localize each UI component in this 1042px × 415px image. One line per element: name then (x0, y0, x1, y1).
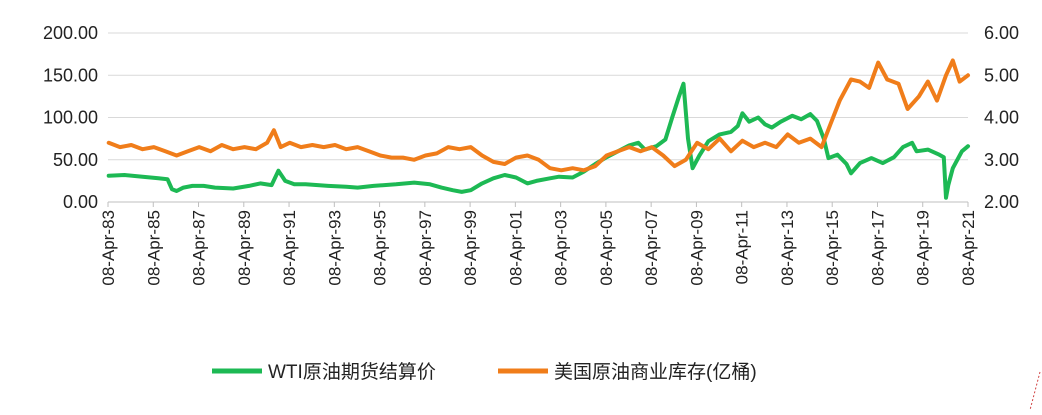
x-tick-label: 08-Apr-97 (416, 210, 435, 286)
y-left-tick-label: 150.00 (43, 65, 98, 85)
x-tick-label: 08-Apr-01 (506, 210, 525, 286)
series-line-wti (106, 81, 970, 200)
x-tick-label: 08-Apr-21 (959, 210, 978, 286)
y-right-tick-label: 6.00 (984, 23, 1019, 43)
decorative-dashed-mark (1029, 371, 1041, 411)
x-tick-label: 08-Apr-95 (371, 210, 390, 286)
x-tick-label: 08-Apr-83 (99, 210, 118, 286)
x-axis: 08-Apr-83 08-Apr-85 08-Apr-87 08-Apr-89 08-A… (99, 201, 978, 286)
series-line-inventory (106, 58, 970, 173)
legend: WTI原油期货结算价 美国原油商业库存(亿桶) (212, 361, 757, 383)
y-right-tick-label: 5.00 (984, 65, 1019, 85)
x-tick-label: 08-Apr-11 (733, 210, 752, 284)
x-tick-label: 08-Apr-03 (552, 210, 571, 286)
y-left-tick-label: 50.00 (53, 150, 98, 170)
y-left-tick-label: 100.00 (43, 108, 98, 128)
legend-label-wti: WTI原油期货结算价 (268, 361, 436, 383)
x-tick-label: 08-Apr-13 (778, 210, 797, 286)
x-tick-label: 08-Apr-89 (235, 210, 254, 286)
x-tick-label: 08-Apr-19 (914, 210, 933, 286)
x-tick-label: 08-Apr-87 (190, 210, 209, 286)
x-tick-label: 08-Apr-05 (597, 210, 616, 286)
x-tick-label: 08-Apr-09 (687, 210, 706, 286)
y-axis-right: 2.00 3.00 4.00 5.00 6.00 (984, 23, 1019, 212)
legend-label-inventory: 美国原油商业库存(亿桶) (554, 361, 757, 383)
y-right-tick-label: 4.00 (984, 108, 1019, 128)
series-layer (106, 58, 970, 200)
y-right-tick-label: 2.00 (984, 192, 1019, 212)
x-tick-label: 08-Apr-91 (280, 210, 299, 286)
y-left-tick-label: 200.00 (43, 23, 98, 43)
x-tick-label: 08-Apr-99 (461, 210, 480, 286)
y-right-tick-label: 3.00 (984, 150, 1019, 170)
x-tick-label: 08-Apr-85 (144, 210, 163, 286)
grid (108, 32, 968, 161)
x-tick-label: 08-Apr-17 (868, 210, 887, 286)
x-tick-label: 08-Apr-93 (325, 210, 344, 286)
y-left-tick-label: 0.00 (63, 192, 98, 212)
x-tick-label: 08-Apr-07 (642, 210, 661, 286)
y-axis-left: 0.00 50.00 100.00 150.00 200.00 (43, 23, 98, 212)
x-tick-label: 08-Apr-15 (823, 210, 842, 286)
